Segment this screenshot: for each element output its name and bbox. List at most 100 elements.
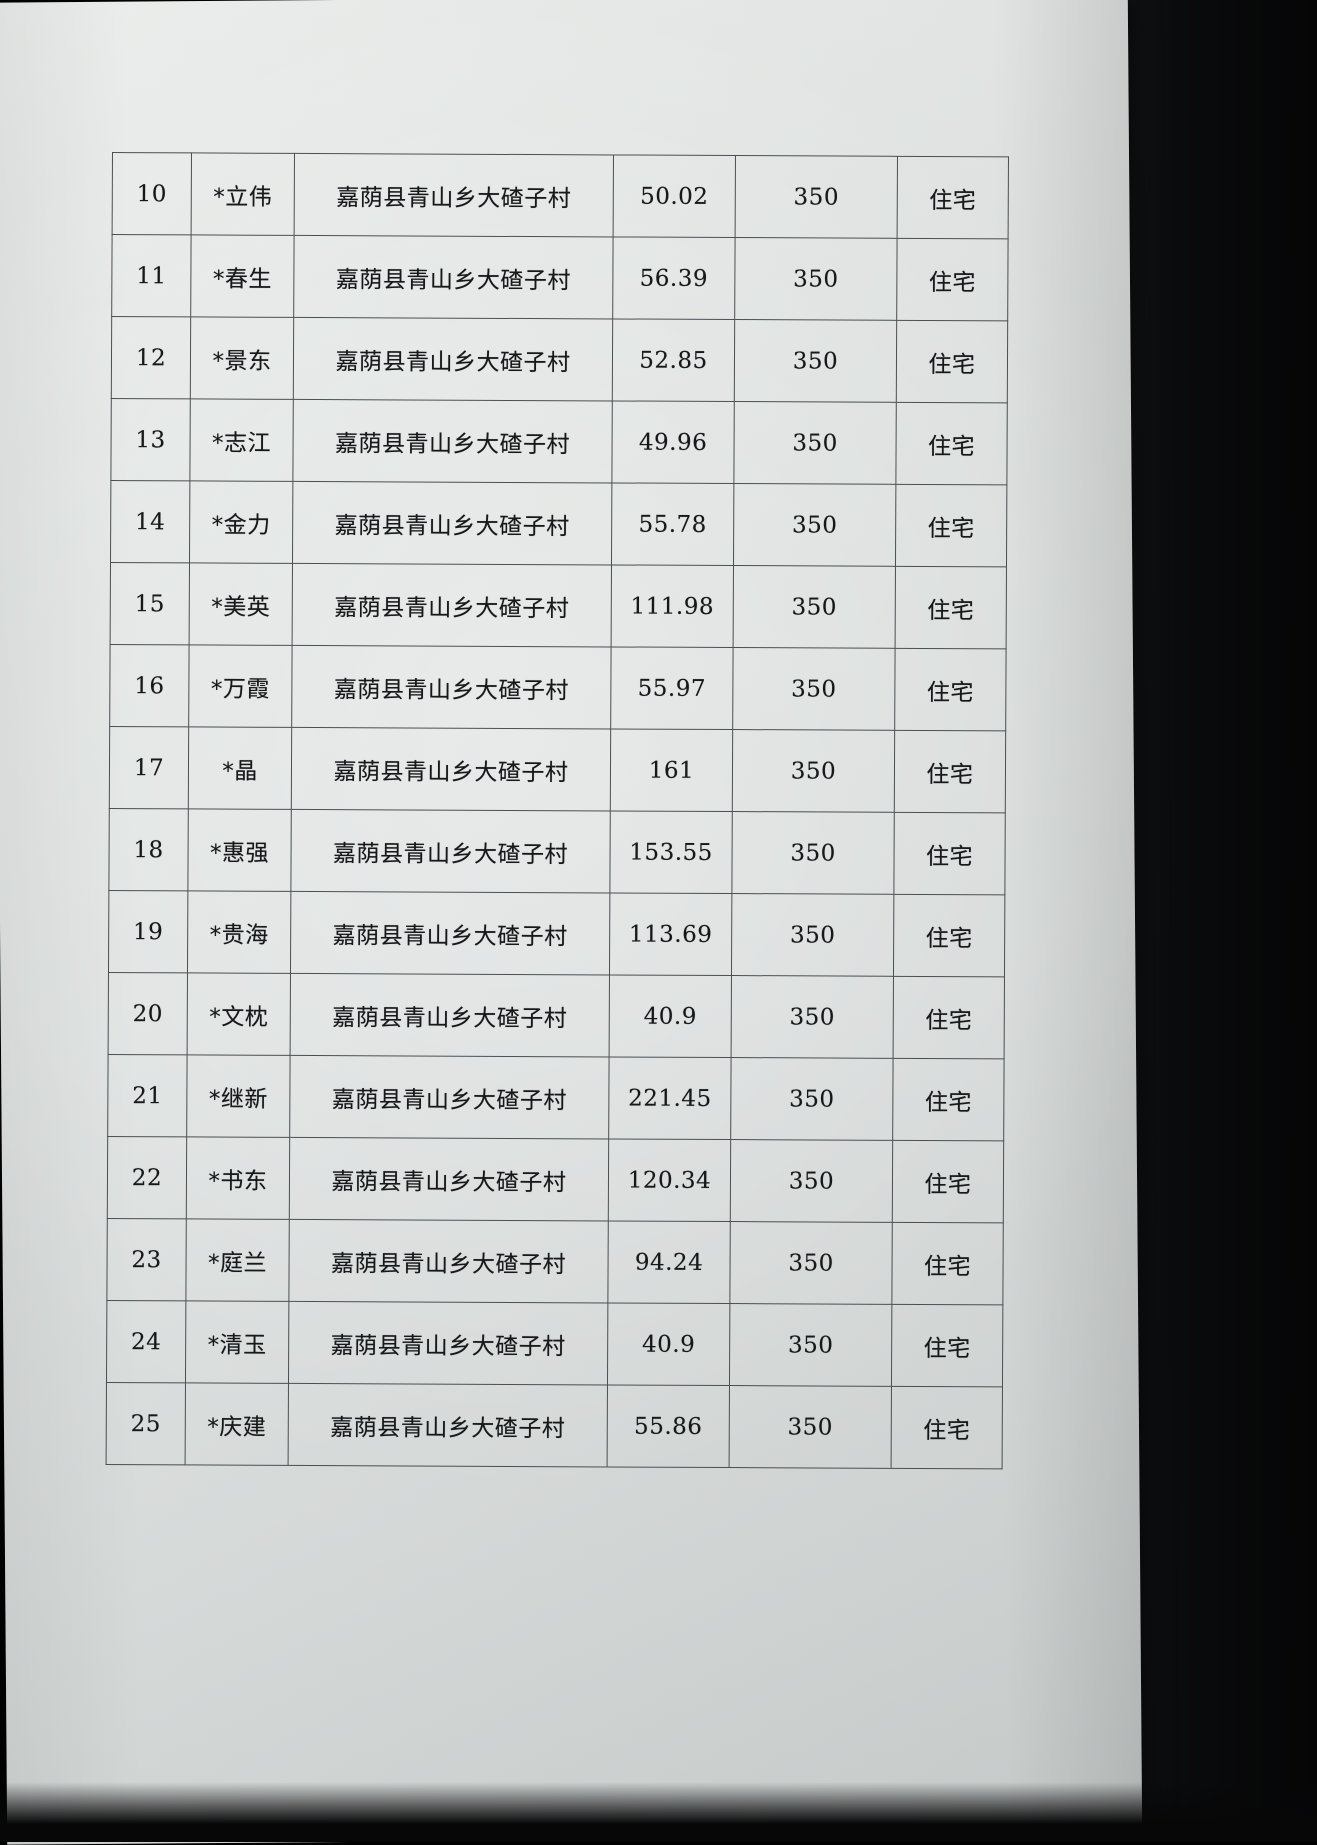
cell-address: 嘉荫县青山乡大碴子村 <box>294 153 614 237</box>
cell-area: 161 <box>610 728 733 812</box>
cell-name: *志江 <box>189 398 294 482</box>
cell-index: 12 <box>111 316 191 399</box>
cell-name: *立伟 <box>191 152 295 236</box>
cell-type: 住宅 <box>892 1058 1005 1141</box>
table-row: 12 *景东 嘉荫县青山乡大碴子村 52.85 350 住宅 <box>111 316 1008 403</box>
cell-name: *文枕 <box>187 972 291 1056</box>
cell-price: 350 <box>734 319 897 403</box>
cell-area: 56.39 <box>612 236 736 320</box>
cell-price: 350 <box>731 975 894 1059</box>
cell-price: 350 <box>732 647 896 731</box>
cell-index: 23 <box>106 1218 187 1301</box>
cell-name: *晶 <box>188 726 292 810</box>
table-body: 10 *立伟 嘉荫县青山乡大碴子村 50.02 350 住宅 11 *春生 嘉荫县青山乡大碴子村… <box>106 152 1009 1469</box>
cell-name: *贵海 <box>187 890 291 974</box>
cell-type: 住宅 <box>892 1140 1004 1223</box>
cell-type: 住宅 <box>893 976 1005 1059</box>
cell-name: *继新 <box>186 1054 291 1138</box>
cell-name: *春生 <box>190 234 295 318</box>
table-row: 21 *继新 嘉荫县青山乡大碴子村 221.45 350 住宅 <box>107 1054 1005 1141</box>
cell-type: 住宅 <box>896 238 1009 321</box>
cell-address: 嘉荫县青山乡大碴子村 <box>288 1383 608 1467</box>
table-row: 25 *庆建 嘉荫县青山乡大碴子村 55.86 350 住宅 <box>106 1382 1003 1469</box>
cell-name: *庭兰 <box>185 1218 290 1302</box>
cell-name: *书东 <box>186 1136 290 1220</box>
cell-type: 住宅 <box>895 402 1008 485</box>
cell-price: 350 <box>729 1303 892 1387</box>
cell-address: 嘉荫县青山乡大碴子村 <box>293 235 614 319</box>
cell-name: *惠强 <box>187 808 292 892</box>
cell-index: 24 <box>106 1300 186 1383</box>
cell-price: 350 <box>730 1057 894 1141</box>
cell-address: 嘉荫县青山乡大碴子村 <box>291 645 612 729</box>
table-row: 18 *惠强 嘉荫县青山乡大碴子村 153.55 350 住宅 <box>108 808 1006 895</box>
cell-index: 22 <box>107 1136 187 1219</box>
cell-area: 55.97 <box>610 646 734 730</box>
cell-type: 住宅 <box>897 156 1009 239</box>
cell-address: 嘉荫县青山乡大碴子村 <box>292 563 612 647</box>
cell-address: 嘉荫县青山乡大碴子村 <box>291 727 611 811</box>
cell-index: 14 <box>110 480 190 563</box>
cell-index: 13 <box>110 398 191 481</box>
table-row: 22 *书东 嘉荫县青山乡大碴子村 120.34 350 住宅 <box>107 1136 1004 1223</box>
cell-name: *万霞 <box>188 644 293 728</box>
cell-address: 嘉荫县青山乡大碴子村 <box>290 891 610 975</box>
cell-price: 350 <box>733 401 897 485</box>
cell-price: 350 <box>733 565 896 649</box>
cell-address: 嘉荫县青山乡大碴子村 <box>288 1219 609 1303</box>
cell-area: 153.55 <box>609 810 733 894</box>
cell-area: 50.02 <box>613 154 736 238</box>
cell-address: 嘉荫县青山乡大碴子村 <box>293 317 613 401</box>
table-row: 10 *立伟 嘉荫县青山乡大碴子村 50.02 350 住宅 <box>112 152 1009 239</box>
cell-type: 住宅 <box>895 484 1007 567</box>
cell-price: 350 <box>731 811 895 895</box>
cell-name: *美英 <box>189 562 293 646</box>
cell-address: 嘉荫县青山乡大碴子村 <box>288 1301 608 1385</box>
photo-backdrop-bottom <box>0 1782 1317 1842</box>
cell-area: 94.24 <box>607 1220 731 1304</box>
cell-price: 350 <box>729 1385 892 1469</box>
cell-address: 嘉荫县青山乡大碴子村 <box>289 1055 610 1139</box>
land-compensation-table: 10 *立伟 嘉荫县青山乡大碴子村 50.02 350 住宅 11 *春生 嘉荫县青山乡大碴子村… <box>106 152 1009 1469</box>
cell-address: 嘉荫县青山乡大碴子村 <box>290 973 610 1057</box>
table-row: 23 *庭兰 嘉荫县青山乡大碴子村 94.24 350 住宅 <box>106 1218 1004 1305</box>
cell-area: 40.9 <box>609 974 732 1058</box>
cell-type: 住宅 <box>891 1386 1003 1469</box>
table-row: 17 *晶 嘉荫县青山乡大碴子村 161 350 住宅 <box>109 726 1006 813</box>
cell-index: 20 <box>108 972 188 1055</box>
cell-index: 17 <box>109 726 189 809</box>
cell-price: 350 <box>735 155 898 239</box>
cell-index: 19 <box>108 890 188 973</box>
cell-area: 55.86 <box>607 1384 730 1468</box>
cell-name: *金力 <box>189 480 293 564</box>
cell-index: 25 <box>106 1382 186 1465</box>
cell-address: 嘉荫县青山乡大碴子村 <box>289 1137 609 1221</box>
table-row: 14 *金力 嘉荫县青山乡大碴子村 55.78 350 住宅 <box>110 480 1007 567</box>
cell-price: 350 <box>730 1139 893 1223</box>
cell-type: 住宅 <box>893 894 1005 977</box>
table-row: 15 *美英 嘉荫县青山乡大碴子村 111.98 350 住宅 <box>110 562 1007 649</box>
cell-type: 住宅 <box>891 1304 1003 1387</box>
cell-price: 350 <box>732 729 895 813</box>
cell-index: 10 <box>112 152 192 235</box>
table-row: 19 *贵海 嘉荫县青山乡大碴子村 113.69 350 住宅 <box>108 890 1005 977</box>
cell-type: 住宅 <box>891 1222 1004 1305</box>
cell-index: 16 <box>109 644 190 727</box>
table-row: 11 *春生 嘉荫县青山乡大碴子村 56.39 350 住宅 <box>111 234 1009 321</box>
table-row: 20 *文枕 嘉荫县青山乡大碴子村 40.9 350 住宅 <box>108 972 1005 1059</box>
table-row: 13 *志江 嘉荫县青山乡大碴子村 49.96 350 住宅 <box>110 398 1008 485</box>
cell-index: 18 <box>108 808 189 891</box>
table-row: 24 *清玉 嘉荫县青山乡大碴子村 40.9 350 住宅 <box>106 1300 1003 1387</box>
cell-address: 嘉荫县青山乡大碴子村 <box>290 809 611 893</box>
cell-type: 住宅 <box>895 566 1007 649</box>
cell-name: *清玉 <box>185 1300 289 1384</box>
cell-type: 住宅 <box>894 648 1007 731</box>
cell-address: 嘉荫县青山乡大碴子村 <box>292 399 613 483</box>
cell-index: 21 <box>107 1054 188 1137</box>
table-row: 16 *万霞 嘉荫县青山乡大碴子村 55.97 350 住宅 <box>109 644 1007 731</box>
cell-price: 350 <box>731 893 894 977</box>
cell-name: *景东 <box>190 316 294 400</box>
document-table-container: 10 *立伟 嘉荫县青山乡大碴子村 50.02 350 住宅 11 *春生 嘉荫县青山乡大碴子村… <box>106 152 1009 1469</box>
cell-area: 111.98 <box>611 564 734 648</box>
cell-area: 40.9 <box>607 1302 730 1386</box>
